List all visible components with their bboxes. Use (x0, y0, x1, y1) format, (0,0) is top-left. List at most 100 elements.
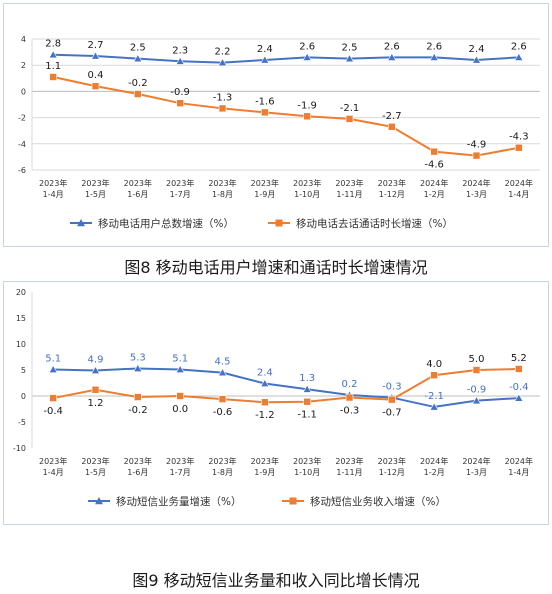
y-tick-label: -2 (18, 114, 26, 123)
x-tick-label-year: 2023年 (208, 178, 236, 188)
x-tick-label-year: 2023年 (124, 178, 152, 188)
data-label: -0.6 (213, 407, 233, 418)
data-label: 2.6 (511, 41, 527, 52)
legend-entry: 移动短信业务量增速（%） (116, 495, 241, 508)
data-point-square (515, 365, 523, 373)
x-tick-label-period: 1-4月 (508, 468, 529, 477)
x-tick-label-period: 1-6月 (127, 468, 148, 477)
x-tick-label-year: 2023年 (81, 178, 109, 188)
data-label: -1.1 (297, 410, 317, 421)
y-tick-label: -5 (18, 418, 26, 427)
data-label: 2.4 (257, 44, 273, 55)
y-tick-label: 0 (21, 392, 26, 401)
x-tick-label-year: 2023年 (293, 456, 321, 466)
x-tick-label-period: 1-10月 (294, 468, 320, 477)
data-label: -0.2 (128, 405, 148, 416)
data-point-triangle (302, 52, 312, 61)
data-label: 2.6 (426, 41, 442, 52)
data-point-square (134, 393, 142, 401)
legend-marker-triangle (95, 497, 103, 505)
x-tick-label-year: 2023年 (251, 456, 279, 466)
data-point-triangle (260, 55, 270, 64)
data-label: -2.1 (424, 391, 444, 402)
data-label: -0.2 (128, 78, 148, 89)
x-tick-label-period: 1-11月 (336, 468, 362, 477)
x-tick-label-year: 2023年 (166, 456, 194, 466)
data-point-triangle (344, 54, 355, 63)
x-tick-label-period: 1-11月 (336, 190, 362, 199)
x-tick-label-period: 1-12月 (379, 468, 405, 477)
data-point-square (430, 147, 438, 156)
x-tick-label-period: 1-7月 (170, 190, 191, 199)
data-label: 2.7 (88, 40, 104, 51)
x-tick-label-period: 1-5月 (85, 468, 106, 477)
data-point-triangle (217, 57, 228, 67)
data-point-square (261, 108, 269, 117)
x-tick-label-period: 1-2月 (424, 190, 445, 199)
data-label: -0.3 (340, 406, 360, 417)
x-tick-label-year: 2024年 (462, 178, 490, 188)
data-label: -1.6 (255, 96, 275, 107)
data-point-square (176, 99, 184, 107)
data-label: 5.1 (172, 353, 188, 364)
data-point-triangle (471, 396, 482, 405)
x-tick-label-year: 2023年 (39, 178, 67, 188)
x-tick-label-year: 2023年 (81, 456, 109, 466)
x-tick-label-period: 1-5月 (85, 190, 106, 199)
y-tick-label: 20 (16, 288, 26, 297)
data-point-square (218, 104, 227, 113)
data-point-square (49, 73, 57, 81)
data-point-triangle (90, 51, 101, 60)
data-label: -0.3 (382, 382, 402, 393)
data-point-triangle (429, 52, 439, 61)
x-tick-label-period: 1-6月 (127, 190, 148, 199)
x-tick-label-period: 1-10月 (294, 190, 320, 199)
data-point-square (218, 395, 227, 403)
data-label: 2.6 (384, 41, 400, 52)
data-point-square (515, 143, 523, 152)
data-point-triangle (514, 393, 524, 402)
y-tick-label: 4 (21, 35, 26, 44)
data-label: -0.9 (170, 87, 190, 98)
data-label: -0.4 (43, 406, 63, 417)
y-tick-label: -4 (18, 140, 26, 149)
data-label: -0.7 (382, 408, 402, 419)
x-tick-label-year: 2023年 (39, 456, 67, 466)
data-label: 2.4 (257, 368, 273, 379)
data-label: -4.6 (424, 160, 444, 171)
data-point-square (388, 122, 396, 131)
data-point-triangle (302, 384, 312, 393)
y-tick-label: 10 (16, 340, 26, 349)
x-tick-label-period: 1-7月 (170, 468, 191, 477)
data-point-triangle (133, 363, 143, 372)
series-line-2 (52, 76, 520, 157)
data-point-triangle (217, 367, 228, 377)
data-label: 0.0 (172, 404, 188, 415)
x-tick-label-year: 2023年 (378, 178, 406, 188)
x-tick-label-year: 2023年 (335, 178, 363, 188)
data-point-triangle (48, 364, 58, 373)
data-point-triangle (48, 50, 58, 59)
y-tick-label: 5 (21, 366, 26, 375)
x-tick-label-period: 1-3月 (466, 468, 487, 477)
chart-caption-1: 图8 移动电话用户增速和通话时长增速情况 (124, 258, 428, 277)
x-tick-label-period: 1-9月 (254, 190, 275, 199)
x-tick-label-period: 1-9月 (254, 468, 275, 477)
line-chart-2: -10 -5 0 5 10 15 20 2023年 1-4月 2023年 1-5月 2023年 1-6月… (13, 288, 540, 508)
data-label: -1.2 (255, 410, 275, 421)
data-label: -1.3 (213, 92, 233, 103)
data-label: 1.1 (45, 61, 61, 72)
data-label: -1.9 (297, 100, 317, 111)
chart-panel-1: -6 -4 -2 0 2 4 2023年 1-4月 2023年 1-5月 2023年 1-6月 2023… (3, 3, 549, 247)
data-point-triangle (260, 378, 270, 388)
data-label: -0.9 (467, 385, 487, 396)
data-point-square (345, 393, 354, 402)
data-point-square (91, 82, 100, 90)
series-line-1 (53, 53, 519, 64)
legend-entry: 移动短信业务收入增速（%） (310, 495, 446, 508)
x-tick-label-year: 2023年 (124, 456, 152, 466)
series-line-1 (53, 367, 519, 408)
x-tick-label-year: 2024年 (505, 178, 533, 188)
data-point-square (472, 151, 481, 160)
y-tick-label: 2 (21, 61, 26, 70)
